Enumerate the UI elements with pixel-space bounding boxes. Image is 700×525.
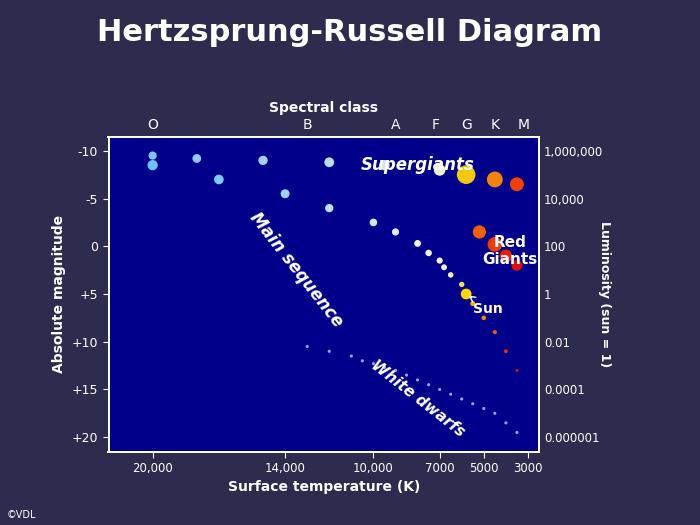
Point bbox=[423, 381, 434, 389]
Point bbox=[323, 347, 335, 355]
Text: Sun: Sun bbox=[470, 297, 503, 316]
Point bbox=[456, 280, 468, 289]
Point bbox=[511, 180, 522, 188]
Point bbox=[368, 360, 379, 368]
Point bbox=[379, 161, 390, 170]
Point bbox=[434, 256, 445, 265]
Point bbox=[191, 154, 202, 163]
Point bbox=[489, 328, 500, 337]
Point bbox=[461, 171, 472, 179]
X-axis label: Spectral class: Spectral class bbox=[270, 101, 378, 115]
Text: Main sequence: Main sequence bbox=[246, 209, 346, 331]
Point bbox=[467, 299, 478, 308]
Point bbox=[500, 347, 512, 355]
Point bbox=[467, 400, 478, 408]
Point bbox=[478, 313, 489, 322]
Point bbox=[445, 271, 456, 279]
Y-axis label: Absolute magnitude: Absolute magnitude bbox=[52, 215, 66, 373]
Point bbox=[434, 385, 445, 394]
Point bbox=[511, 261, 522, 269]
Point bbox=[346, 352, 357, 360]
Point bbox=[379, 363, 390, 372]
Point bbox=[357, 356, 368, 365]
Text: Hertzsprung-Russell Diagram: Hertzsprung-Russell Diagram bbox=[97, 18, 603, 47]
Point bbox=[302, 342, 313, 351]
Point bbox=[511, 366, 522, 374]
Point bbox=[323, 204, 335, 212]
Point bbox=[478, 404, 489, 413]
Point bbox=[500, 251, 512, 260]
Point bbox=[445, 390, 456, 398]
Point bbox=[279, 190, 290, 198]
Text: White dwarfs: White dwarfs bbox=[368, 358, 468, 440]
Point bbox=[323, 158, 335, 166]
Point bbox=[368, 218, 379, 227]
Point bbox=[489, 175, 500, 184]
Point bbox=[438, 263, 449, 271]
Text: ©VDL: ©VDL bbox=[7, 510, 36, 520]
Point bbox=[214, 175, 225, 184]
Point bbox=[412, 376, 423, 384]
Point bbox=[489, 240, 500, 248]
Point bbox=[147, 161, 158, 170]
Text: Supergiants: Supergiants bbox=[360, 156, 475, 174]
Point bbox=[390, 228, 401, 236]
Point bbox=[401, 371, 412, 380]
Text: Red
Giants: Red Giants bbox=[483, 235, 538, 267]
Point bbox=[461, 290, 472, 298]
Point bbox=[489, 409, 500, 417]
Point bbox=[147, 151, 158, 160]
Point bbox=[390, 366, 401, 374]
Point bbox=[461, 290, 472, 298]
Point bbox=[412, 239, 423, 248]
Point bbox=[474, 228, 485, 236]
Y-axis label: Luminosity (sun = 1): Luminosity (sun = 1) bbox=[598, 221, 611, 367]
Point bbox=[500, 418, 512, 427]
Point bbox=[456, 395, 468, 403]
X-axis label: Surface temperature (K): Surface temperature (K) bbox=[228, 480, 420, 495]
Point bbox=[258, 156, 269, 164]
Point bbox=[423, 249, 434, 257]
Point bbox=[511, 428, 522, 437]
Point bbox=[434, 166, 445, 174]
